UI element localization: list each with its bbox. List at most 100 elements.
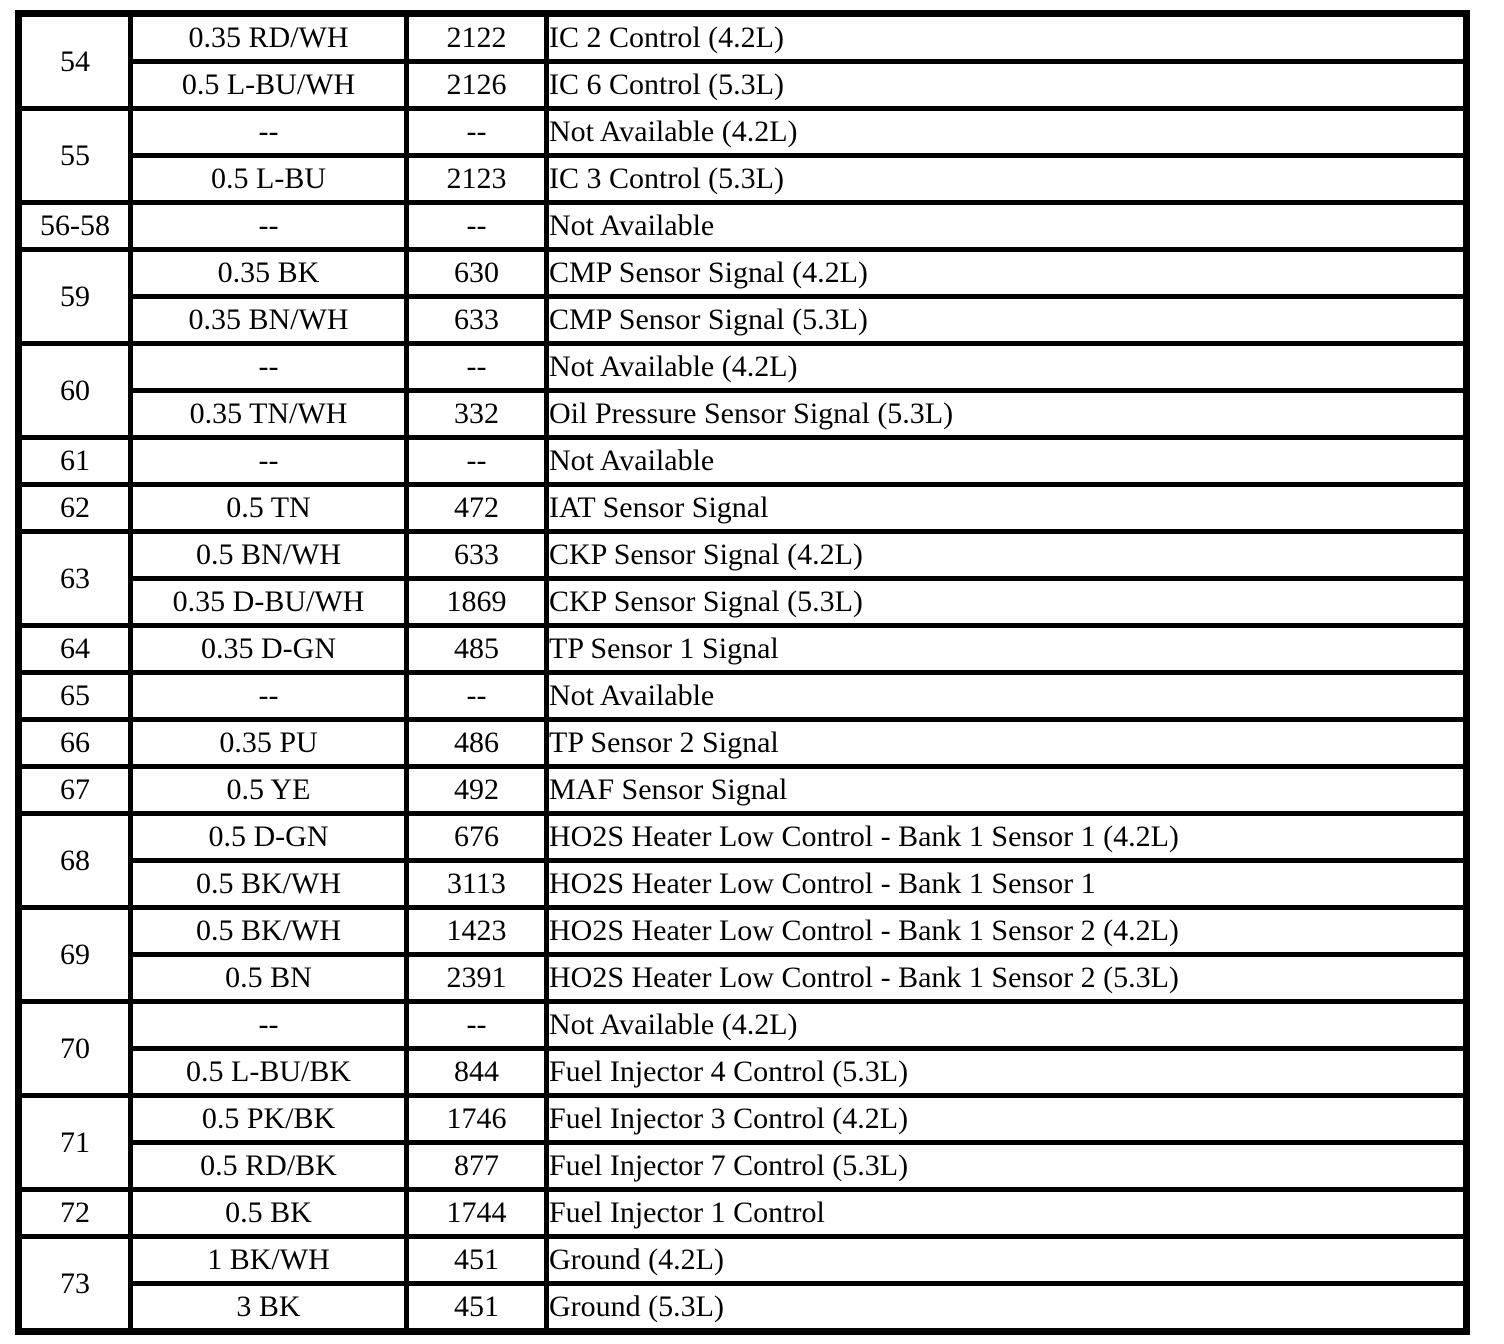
wire-cell: -- (128, 106, 409, 158)
function-cell: HO2S Heater Low Control - Bank 1 Sensor … (544, 952, 1469, 1004)
function-cell: Fuel Injector 7 Control (5.3L) (544, 1140, 1469, 1192)
pin-cell: 68 (16, 811, 133, 910)
table-row: 62 0.5 TN 472 IAT Sensor Signal (16, 482, 1469, 534)
function-cell: Ground (5.3L) (544, 1281, 1469, 1334)
table-row: 0.35 D-BU/WH 1869 CKP Sensor Signal (5.3L) (19, 576, 1469, 628)
wire-cell: -- (128, 670, 409, 722)
function-cell: IAT Sensor Signal (544, 482, 1469, 534)
table-row: 63 0.5 BN/WH 633 CKP Sensor Signal (4.2L) (16, 529, 1469, 628)
wire-cell: 0.5 TN (128, 482, 409, 534)
table-row: 0.5 L-BU/BK 844 Fuel Injector 4 Control (5… (19, 1046, 1469, 1098)
wire-cell: -- (128, 200, 409, 252)
table-row: 73 1 BK/WH 451 Ground (4.2L) (16, 1234, 1469, 1334)
pin-cell: 62 (16, 482, 133, 534)
circuit-cell: 1744 (404, 1187, 549, 1239)
circuit-cell: 2126 (404, 59, 549, 111)
table-row: 0.5 BN 2391 HO2S Heater Low Control - Bank… (19, 952, 1469, 1004)
function-cell: IC 3 Control (5.3L) (544, 153, 1469, 205)
table-row: 56-58 -- -- Not Available (16, 200, 1469, 252)
function-cell: CKP Sensor Signal (5.3L) (544, 576, 1469, 628)
circuit-cell: 3113 (404, 858, 549, 910)
wire-cell: 0.5 L-BU/BK (128, 1046, 409, 1098)
table-row: 67 0.5 YE 492 MAF Sensor Signal (16, 764, 1469, 816)
wire-cell: 0.5 RD/BK (128, 1140, 409, 1192)
circuit-cell: 1423 (404, 905, 549, 957)
circuit-cell: 2391 (404, 952, 549, 1004)
wire-cell: 0.5 L-BU/WH (128, 59, 409, 111)
circuit-cell: -- (404, 670, 549, 722)
wire-cell: 0.35 D-GN (128, 623, 409, 675)
pin-cell: 72 (16, 1187, 133, 1239)
wire-cell: 0.5 L-BU (128, 153, 409, 205)
wire-cell: 0.35 D-BU/WH (128, 576, 409, 628)
pin-cell: 65 (16, 670, 133, 722)
wire-cell: 0.35 BK (128, 247, 409, 299)
function-cell: Fuel Injector 4 Control (5.3L) (544, 1046, 1469, 1098)
pin-cell: 73 (16, 1234, 133, 1334)
circuit-cell: 2123 (404, 153, 549, 205)
wire-cell: 0.5 BN/WH (128, 529, 409, 581)
wire-cell: -- (128, 435, 409, 487)
circuit-cell: -- (404, 999, 549, 1051)
circuit-cell: 1746 (404, 1093, 549, 1145)
pin-cell: 59 (16, 247, 133, 346)
pin-cell: 60 (16, 341, 133, 440)
function-cell: Not Available (4.2L) (544, 341, 1469, 393)
wire-cell: 0.35 RD/WH (128, 11, 409, 64)
circuit-cell: 2122 (404, 11, 549, 64)
function-cell: Not Available (544, 435, 1469, 487)
function-cell: MAF Sensor Signal (544, 764, 1469, 816)
function-cell: CMP Sensor Signal (4.2L) (544, 247, 1469, 299)
table-row: 70 -- -- Not Available (4.2L) (16, 999, 1469, 1098)
circuit-cell: 472 (404, 482, 549, 534)
function-cell: TP Sensor 1 Signal (544, 623, 1469, 675)
circuit-cell: 676 (404, 811, 549, 863)
function-cell: Fuel Injector 1 Control (544, 1187, 1469, 1239)
connector-pinout-table: 54 0.35 RD/WH 2122 IC 2 Control (4.2L) 0.5 L… (15, 10, 1470, 1335)
circuit-cell: 633 (404, 529, 549, 581)
wire-cell: 0.35 PU (128, 717, 409, 769)
function-cell: TP Sensor 2 Signal (544, 717, 1469, 769)
wire-cell: 0.5 BK (128, 1187, 409, 1239)
wire-cell: -- (128, 999, 409, 1051)
table-row: 65 -- -- Not Available (16, 670, 1469, 722)
table-row: 54 0.35 RD/WH 2122 IC 2 Control (4.2L) (16, 11, 1469, 111)
function-cell: Fuel Injector 3 Control (4.2L) (544, 1093, 1469, 1145)
circuit-cell: 485 (404, 623, 549, 675)
circuit-cell: -- (404, 200, 549, 252)
table-row: 64 0.35 D-GN 485 TP Sensor 1 Signal (16, 623, 1469, 675)
function-cell: HO2S Heater Low Control - Bank 1 Sensor … (544, 811, 1469, 863)
table-row: 55 -- -- Not Available (4.2L) (16, 106, 1469, 205)
wire-cell: 0.35 TN/WH (128, 388, 409, 440)
circuit-cell: -- (404, 435, 549, 487)
function-cell: Ground (4.2L) (544, 1234, 1469, 1286)
table-row: 59 0.35 BK 630 CMP Sensor Signal (4.2L) (16, 247, 1469, 346)
function-cell: Not Available (4.2L) (544, 999, 1469, 1051)
table-row: 0.35 TN/WH 332 Oil Pressure Sensor Signal … (19, 388, 1469, 440)
table-row: 60 -- -- Not Available (4.2L) (16, 341, 1469, 440)
pin-cell: 66 (16, 717, 133, 769)
circuit-cell: 486 (404, 717, 549, 769)
wire-cell: -- (128, 341, 409, 393)
table-row: 0.5 RD/BK 877 Fuel Injector 7 Control (5.3… (19, 1140, 1469, 1192)
pin-cell: 69 (16, 905, 133, 1004)
pin-cell: 64 (16, 623, 133, 675)
table-row: 61 -- -- Not Available (16, 435, 1469, 487)
wire-cell: 0.5 BK/WH (128, 905, 409, 957)
wire-cell: 0.5 D-GN (128, 811, 409, 863)
function-cell: CKP Sensor Signal (4.2L) (544, 529, 1469, 581)
function-cell: Oil Pressure Sensor Signal (5.3L) (544, 388, 1469, 440)
function-cell: IC 2 Control (4.2L) (544, 11, 1469, 64)
circuit-cell: 332 (404, 388, 549, 440)
circuit-cell: 451 (404, 1281, 549, 1334)
circuit-cell: 877 (404, 1140, 549, 1192)
circuit-cell: -- (404, 341, 549, 393)
circuit-cell: -- (404, 106, 549, 158)
wire-cell: 3 BK (128, 1281, 409, 1334)
pin-cell: 71 (16, 1093, 133, 1192)
circuit-cell: 630 (404, 247, 549, 299)
pin-cell: 54 (16, 11, 133, 111)
table-row: 3 BK 451 Ground (5.3L) (19, 1281, 1469, 1334)
wire-cell: 0.5 BN (128, 952, 409, 1004)
circuit-cell: 492 (404, 764, 549, 816)
